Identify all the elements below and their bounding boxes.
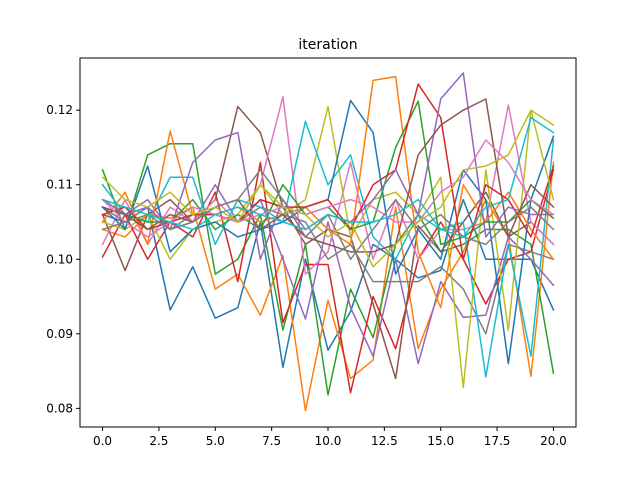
y-tick-label: 0.11	[46, 178, 73, 192]
series-line-7	[101, 96, 555, 275]
x-tick-label: 10.0	[315, 434, 342, 448]
series-line-3	[101, 142, 555, 396]
y-tick-label: 0.10	[46, 252, 73, 266]
series-line-19	[101, 109, 555, 268]
x-tick-label: 0.0	[93, 434, 112, 448]
series-line-10	[101, 120, 555, 378]
x-tick-label: 7.5	[262, 434, 281, 448]
y-tick-label: 0.12	[46, 103, 73, 117]
plot-frame	[79, 57, 577, 428]
y-tick-label: 0.09	[46, 327, 73, 341]
chart-title: iteration	[298, 37, 357, 53]
x-tick-label: 15.0	[427, 434, 454, 448]
y-tick-label: 0.08	[46, 401, 73, 415]
x-tick-label: 2.5	[149, 434, 168, 448]
y-axis: 0.08 0.09 0.10 0.11 0.12	[46, 103, 80, 415]
series-line-17	[101, 139, 555, 238]
x-tick-label: 20.0	[540, 434, 567, 448]
series-line-20	[101, 116, 555, 238]
series-layer	[101, 72, 555, 412]
x-axis: 0.0 2.5 5.0 7.5 10.0 12.5 15.0 17.5 20.0	[93, 427, 567, 448]
x-tick-label: 12.5	[371, 434, 398, 448]
x-tick-label: 17.5	[484, 434, 511, 448]
series-line-14	[101, 83, 555, 261]
x-tick-label: 5.0	[206, 434, 225, 448]
